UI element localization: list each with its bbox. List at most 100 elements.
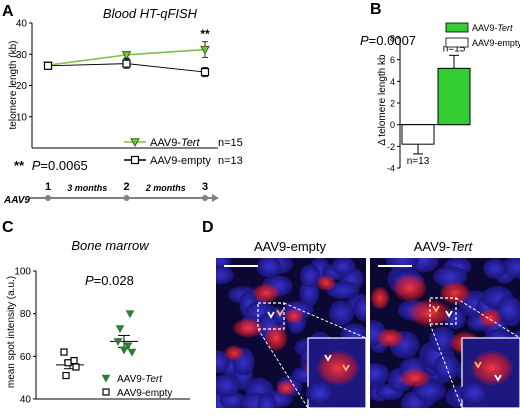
chart-a-legend-n: n=13 bbox=[218, 155, 243, 167]
chart-a-timeline-arrow bbox=[212, 194, 219, 202]
chart-a-legend-label: AAV9-Tert bbox=[150, 137, 200, 149]
chart-a-interval-label: 2 months bbox=[145, 183, 186, 193]
chart-c-pvalue-number: =0.028 bbox=[94, 273, 134, 288]
chart-c-legend-label-plain: AAV9- bbox=[117, 374, 145, 385]
chart-a-timeline-dot bbox=[45, 195, 51, 201]
orange-arrowhead-icon bbox=[276, 309, 284, 317]
panel-b-letter: B bbox=[370, 1, 382, 18]
chart-b-ytick-label: 0 bbox=[390, 120, 395, 130]
micrograph-red-signal bbox=[232, 318, 264, 338]
micrograph-nucleus bbox=[216, 265, 234, 285]
micrograph-nucleus bbox=[256, 258, 282, 278]
chart-c-point-tert bbox=[123, 342, 133, 351]
micrograph-red-signal bbox=[316, 275, 336, 291]
chart-c-point-tert bbox=[113, 338, 123, 346]
chart-b-n-label: n=15 bbox=[443, 43, 466, 54]
chart-a-timeline-dot bbox=[202, 195, 208, 201]
micrograph-nucleus bbox=[328, 300, 354, 326]
chart-b-pvalue-label: P bbox=[360, 33, 369, 48]
chart-b-bar bbox=[401, 124, 435, 145]
chart-a-interval-label: 3 months bbox=[67, 183, 107, 193]
micrograph-red-signal bbox=[370, 286, 390, 310]
micrograph-red-signal bbox=[376, 328, 404, 348]
chart-c-point-tert bbox=[119, 346, 129, 355]
chart-c-points bbox=[56, 310, 138, 380]
micrograph-empty-title-text: AAV9-empty bbox=[254, 239, 327, 254]
micrograph-roi-box bbox=[429, 297, 457, 325]
chart-c-point-empty bbox=[70, 357, 78, 365]
panel-a: A Blood HT-qFISH telomere length (kb) 10… bbox=[2, 3, 243, 206]
micrograph-nucleus bbox=[353, 296, 366, 322]
micrograph-nucleus bbox=[496, 296, 520, 323]
micrograph-empty-image bbox=[216, 258, 366, 408]
micrograph-red-signal bbox=[399, 368, 431, 388]
chart-a-xtick-label: 1 bbox=[45, 181, 51, 193]
chart-a-pvalue-stars: ** bbox=[14, 158, 25, 173]
chart-c-legend-label: AAV9-Tert bbox=[117, 374, 163, 385]
orange-arrowhead-icon bbox=[474, 361, 482, 369]
micrograph-zoom-line bbox=[257, 328, 309, 408]
chart-c-legend: AAV9-Tert AAV9-empty bbox=[101, 374, 172, 399]
chart-b-legend-label: AAV9-Tert bbox=[472, 23, 513, 33]
panel-c-letter: C bbox=[2, 219, 14, 236]
chart-c-point-empty bbox=[60, 348, 68, 356]
micrograph-inset-nucleus bbox=[306, 381, 334, 405]
micrograph-tert-title-plain: AAV9- bbox=[414, 239, 451, 254]
orange-arrowhead-icon bbox=[432, 305, 440, 313]
chart-c-legend-label-italic: Tert bbox=[145, 374, 163, 385]
micrograph-red-signal bbox=[264, 324, 288, 352]
chart-a-series bbox=[43, 41, 210, 78]
chart-c-point-empty bbox=[72, 363, 80, 371]
chart-c-legend-label-plain: AAV9-empty bbox=[117, 388, 172, 399]
white-arrowhead-icon bbox=[494, 374, 502, 382]
chart-a-point-tert bbox=[121, 51, 132, 60]
chart-b-pvalue: P=0.0007 bbox=[360, 33, 416, 48]
chart-c-legend-marker bbox=[101, 374, 111, 383]
micrograph-roi-box bbox=[257, 302, 285, 330]
chart-a-ylabel: telomere length (kb) bbox=[8, 41, 19, 130]
chart-c-point-tert bbox=[115, 325, 125, 334]
chart-b-legend-label-italic: Tert bbox=[497, 23, 513, 33]
chart-c-point-tert bbox=[125, 310, 135, 319]
chart-a-legend: AAV9-Tert n=15 AAV9-empty n=13 bbox=[124, 137, 243, 167]
micrograph-nucleus bbox=[385, 258, 419, 272]
chart-a-legend-label-italic: Tert bbox=[181, 137, 200, 149]
micrograph-red-signal bbox=[392, 274, 428, 302]
chart-b-ytick-label: -2 bbox=[387, 142, 395, 152]
micrograph-nucleus bbox=[331, 258, 356, 276]
micrograph-nucleus bbox=[216, 374, 241, 397]
chart-c-point-empty bbox=[62, 371, 70, 380]
micrograph-nucleus bbox=[482, 258, 507, 279]
micrograph-inset-red-signal bbox=[316, 350, 360, 386]
chart-a-timeline-label: AAV9 bbox=[3, 195, 30, 206]
micrograph-red-signal bbox=[408, 299, 452, 327]
chart-a-ytick-label: 10 bbox=[16, 112, 28, 123]
chart-b-ytick-label: 2 bbox=[390, 99, 395, 109]
micrograph-red-signal bbox=[252, 283, 280, 303]
panel-d: D AAV9-empty AAV9-Tert bbox=[202, 219, 520, 408]
micrograph-inset-red-signal bbox=[470, 350, 514, 386]
chart-a-point-empty bbox=[43, 61, 53, 70]
micrograph-inset-nucleus bbox=[460, 381, 488, 405]
chart-a-ytick-label: 20 bbox=[16, 81, 28, 92]
chart-a-pvalue-number: =0.0065 bbox=[40, 158, 87, 173]
micrograph-red-signal bbox=[439, 281, 471, 305]
chart-b-ytick-label: -4 bbox=[387, 164, 395, 174]
chart-c-legend-marker bbox=[102, 388, 110, 396]
chart-b-ylabel: Δ telomere length kb bbox=[377, 54, 388, 146]
chart-b-legend: AAV9-Tert AAV9-empty bbox=[445, 22, 520, 48]
chart-b-legend-swatch bbox=[445, 37, 469, 48]
chart-a-legend-marker bbox=[130, 155, 140, 165]
chart-c-point-tert bbox=[127, 348, 137, 357]
micrograph-red-signal bbox=[284, 308, 304, 324]
chart-b-ytick-label: 4 bbox=[390, 77, 395, 87]
chart-a-legend-label-plain: AAV9- bbox=[150, 137, 181, 149]
chart-c-ytick-label: 40 bbox=[20, 395, 32, 406]
chart-b-n-label: n=13 bbox=[407, 156, 430, 167]
chart-b-pvalue-number: =0.0007 bbox=[369, 33, 416, 48]
chart-a-ticks: 10 20 30 40 bbox=[16, 19, 32, 123]
chart-c-point-empty bbox=[64, 359, 72, 367]
chart-a-legend-label-plain: AAV9-empty bbox=[150, 155, 211, 167]
chart-b-legend-swatch bbox=[445, 22, 469, 33]
